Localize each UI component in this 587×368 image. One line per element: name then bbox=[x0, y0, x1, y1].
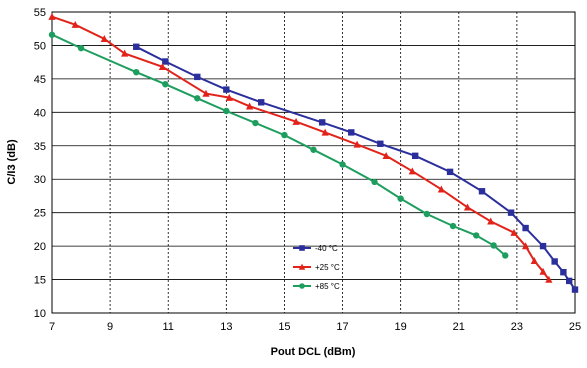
legend-label: +25 °C bbox=[315, 263, 340, 272]
legend-label: -40 °C bbox=[315, 244, 338, 253]
data-point bbox=[510, 228, 518, 236]
data-point bbox=[397, 195, 404, 202]
data-point bbox=[258, 99, 265, 106]
y-tick-label: 25 bbox=[34, 208, 46, 220]
data-point bbox=[446, 168, 454, 176]
data-point bbox=[133, 43, 140, 50]
data-point bbox=[565, 277, 573, 285]
y-tick-label: 40 bbox=[34, 107, 46, 119]
y-tick-label: 15 bbox=[34, 275, 46, 287]
data-point bbox=[245, 102, 254, 110]
data-point bbox=[321, 128, 329, 136]
x-tick-label: 7 bbox=[49, 321, 55, 333]
y-axis-label: C/I3 (dB) bbox=[6, 139, 18, 185]
x-tick-label: 21 bbox=[453, 321, 465, 333]
data-point bbox=[371, 178, 378, 186]
data-point bbox=[133, 69, 140, 76]
data-point bbox=[223, 86, 230, 93]
data-point bbox=[348, 129, 355, 136]
data-point bbox=[437, 185, 445, 193]
data-point bbox=[252, 119, 259, 127]
y-tick-label: 30 bbox=[34, 174, 46, 186]
legend-entry: -40 °C bbox=[293, 244, 338, 253]
x-tick-label: 9 bbox=[107, 321, 113, 333]
data-point bbox=[449, 222, 457, 230]
y-tick-label: 10 bbox=[34, 308, 46, 320]
x-tick-label: 25 bbox=[569, 321, 581, 333]
y-tick-label: 45 bbox=[34, 74, 46, 86]
x-tick-label: 23 bbox=[511, 321, 523, 333]
data-point bbox=[530, 257, 538, 265]
data-point bbox=[463, 203, 472, 211]
data-point bbox=[310, 146, 317, 153]
y-tick-label: 20 bbox=[34, 241, 46, 253]
data-point bbox=[560, 268, 567, 276]
data-point bbox=[478, 188, 486, 195]
data-point bbox=[507, 209, 515, 216]
data-point bbox=[225, 93, 233, 101]
data-point bbox=[281, 131, 288, 139]
data-point bbox=[411, 152, 419, 160]
data-point bbox=[162, 81, 169, 88]
series-square bbox=[133, 43, 579, 293]
data-point bbox=[539, 267, 547, 275]
x-tick-label: 19 bbox=[395, 321, 407, 333]
data-point bbox=[551, 258, 558, 265]
series-circle bbox=[48, 31, 509, 259]
y-tick-label: 55 bbox=[34, 7, 46, 19]
x-tick-label: 15 bbox=[278, 321, 290, 333]
data-point bbox=[121, 49, 129, 57]
data-point bbox=[194, 95, 201, 102]
data-point bbox=[377, 140, 384, 147]
legend: -40 °C +25 °C +85 °C bbox=[293, 244, 340, 291]
x-tick-label: 11 bbox=[163, 321, 174, 333]
series-triangle bbox=[48, 12, 553, 283]
x-axis-label: Pout DCL (dBm) bbox=[271, 346, 356, 358]
data-point bbox=[48, 12, 56, 20]
data-point bbox=[490, 242, 497, 249]
axes: 10 15 20 25 30 35 40 45 50 55 7 9 11 13 15 17 19 21 23 25 bbox=[34, 7, 581, 333]
data-point bbox=[539, 242, 547, 250]
data-point bbox=[298, 263, 306, 270]
data-point bbox=[571, 286, 579, 293]
legend-entry: +85 °C bbox=[293, 282, 340, 291]
data-point bbox=[77, 44, 85, 52]
data-point bbox=[522, 224, 529, 232]
data-point bbox=[299, 283, 305, 289]
data-point bbox=[353, 140, 361, 148]
data-point bbox=[339, 161, 346, 168]
data-point bbox=[299, 245, 305, 251]
data-point bbox=[71, 20, 79, 28]
data-point bbox=[319, 119, 326, 126]
x-tick-label: 17 bbox=[336, 321, 348, 333]
y-tick-label: 50 bbox=[34, 40, 46, 52]
data-point bbox=[408, 167, 416, 175]
grid-lines bbox=[52, 12, 575, 313]
plot-area bbox=[51, 11, 576, 314]
legend-label: +85 °C bbox=[315, 282, 340, 291]
data-point bbox=[100, 34, 108, 42]
data-point bbox=[202, 89, 210, 97]
data-point bbox=[382, 152, 390, 160]
data-point bbox=[158, 63, 167, 71]
data-point bbox=[48, 31, 56, 38]
data-point bbox=[502, 252, 509, 259]
data-point bbox=[545, 275, 553, 283]
y-tick-label: 35 bbox=[34, 141, 46, 153]
series-layer bbox=[48, 12, 579, 293]
data-point bbox=[223, 107, 230, 115]
data-point bbox=[423, 210, 431, 218]
data-point bbox=[473, 232, 480, 239]
x-tick-label: 13 bbox=[220, 321, 232, 333]
data-point bbox=[194, 73, 201, 81]
legend-entry: +25 °C bbox=[293, 263, 340, 272]
data-point bbox=[162, 58, 169, 65]
data-point bbox=[487, 217, 495, 225]
data-point bbox=[522, 242, 530, 250]
data-point bbox=[292, 117, 300, 125]
